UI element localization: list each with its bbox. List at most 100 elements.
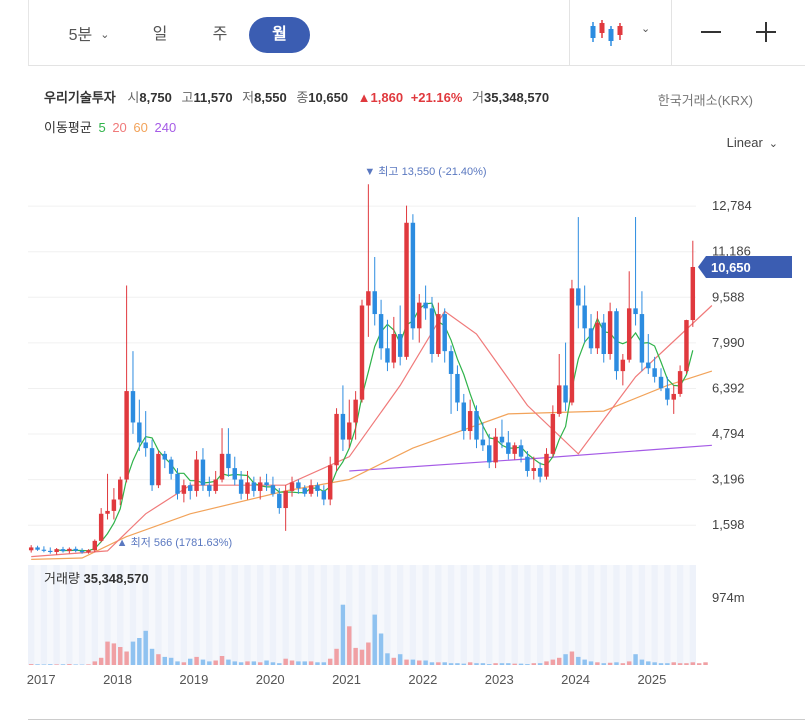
candle — [614, 311, 619, 372]
candle — [499, 436, 505, 443]
minus-icon[interactable] — [701, 31, 721, 33]
volume-bar — [143, 630, 148, 665]
candle — [544, 453, 549, 477]
volume-bar — [423, 660, 428, 665]
price-tick-label: 12,784 — [712, 198, 752, 213]
volume-bar — [671, 662, 676, 665]
volume-stripe — [218, 565, 226, 665]
candle — [607, 311, 613, 354]
candle — [359, 305, 365, 400]
volume-stripe — [396, 565, 404, 665]
ma60-legend[interactable]: 60 — [133, 120, 148, 135]
plus-icon[interactable] — [756, 22, 776, 42]
candle — [493, 436, 498, 463]
candle — [550, 413, 556, 454]
volume-stripe — [180, 565, 188, 665]
ma5-legend[interactable]: 5 — [98, 120, 106, 135]
volume-stripe — [358, 565, 366, 665]
candle — [175, 473, 180, 494]
candle — [467, 411, 473, 432]
candle — [518, 445, 524, 457]
candlestick-icon[interactable] — [589, 18, 625, 48]
volume-stripe — [473, 565, 480, 665]
volume-stripe — [104, 565, 111, 665]
low-label: 저 — [242, 90, 255, 105]
candle — [347, 422, 352, 440]
volume-bar — [238, 662, 244, 665]
price-tick-label: 3,196 — [712, 472, 745, 487]
candle — [525, 456, 530, 471]
volume-bar — [436, 662, 441, 665]
ma240-legend[interactable]: 240 — [154, 120, 177, 135]
candle — [378, 314, 384, 349]
chevron-down-icon[interactable]: ⌄ — [641, 23, 651, 35]
candle — [60, 549, 66, 552]
candle — [436, 314, 441, 354]
candle — [423, 302, 428, 309]
volume-bar — [168, 657, 174, 665]
candle — [334, 413, 339, 466]
volume-bar — [525, 664, 530, 665]
candle — [353, 399, 358, 423]
volume-bar — [588, 661, 594, 665]
candle — [270, 485, 276, 494]
price-tick-label: 11,186 — [712, 244, 751, 259]
min-price-annotation: ▲ 최저 566 (1781.63%) — [117, 536, 233, 549]
volume-bar — [264, 660, 269, 665]
tab-week[interactable]: 주 — [212, 26, 228, 43]
tab-day[interactable]: 일 — [152, 26, 168, 43]
candle — [296, 482, 301, 489]
volume-bar — [626, 661, 632, 665]
volume-bar — [118, 647, 123, 665]
candle — [480, 439, 486, 446]
volume-axis-label: 974m — [712, 590, 745, 605]
candle — [563, 385, 568, 403]
candle — [86, 550, 91, 553]
candle — [207, 485, 212, 491]
low-value: 8,550 — [254, 90, 287, 105]
open-value: 8,750 — [139, 90, 172, 105]
candle — [417, 302, 422, 329]
candle — [92, 540, 98, 551]
volume-bar — [499, 663, 505, 665]
volume-stripe — [40, 565, 48, 665]
period-dropdown[interactable]: 5분 ⌄ — [59, 17, 119, 53]
change-percent: +21.16% — [410, 90, 463, 105]
candle — [124, 391, 129, 480]
volume-stripe — [167, 565, 175, 665]
volume-bar — [207, 661, 212, 665]
candle — [105, 510, 110, 514]
candle — [48, 550, 53, 552]
candle — [512, 445, 517, 454]
volume-stripe — [78, 565, 86, 665]
change-value: 1,860 — [370, 90, 404, 105]
year-label: 2020 — [256, 672, 285, 687]
year-label: 2023 — [485, 672, 514, 687]
ma20-legend[interactable]: 20 — [112, 120, 127, 135]
candle — [162, 453, 168, 460]
volume-stripe — [66, 565, 73, 665]
candle — [219, 453, 225, 480]
volume-bar — [359, 649, 365, 665]
volume-stripe — [676, 565, 684, 665]
volume-bar — [633, 654, 638, 665]
volume-bar — [308, 661, 314, 665]
candle — [327, 465, 333, 500]
volume-bar — [347, 626, 352, 665]
volume-bar — [665, 663, 670, 665]
tab-month[interactable]: 월 — [249, 17, 310, 53]
chart-toolbar: 5분 ⌄ 일 주 월 ⌄ — [28, 0, 805, 66]
volume-bar — [397, 654, 403, 665]
volume-bar — [270, 662, 276, 665]
volume-stripe — [486, 565, 493, 665]
candle — [665, 388, 670, 400]
scale-dropdown[interactable]: Linear ⌄ — [727, 135, 778, 150]
year-label: 2025 — [637, 672, 666, 687]
candle — [188, 485, 193, 491]
candle — [366, 291, 371, 306]
volume-stripe — [664, 565, 671, 665]
candle — [213, 479, 218, 491]
candle — [315, 485, 320, 491]
year-label: 2022 — [408, 672, 437, 687]
